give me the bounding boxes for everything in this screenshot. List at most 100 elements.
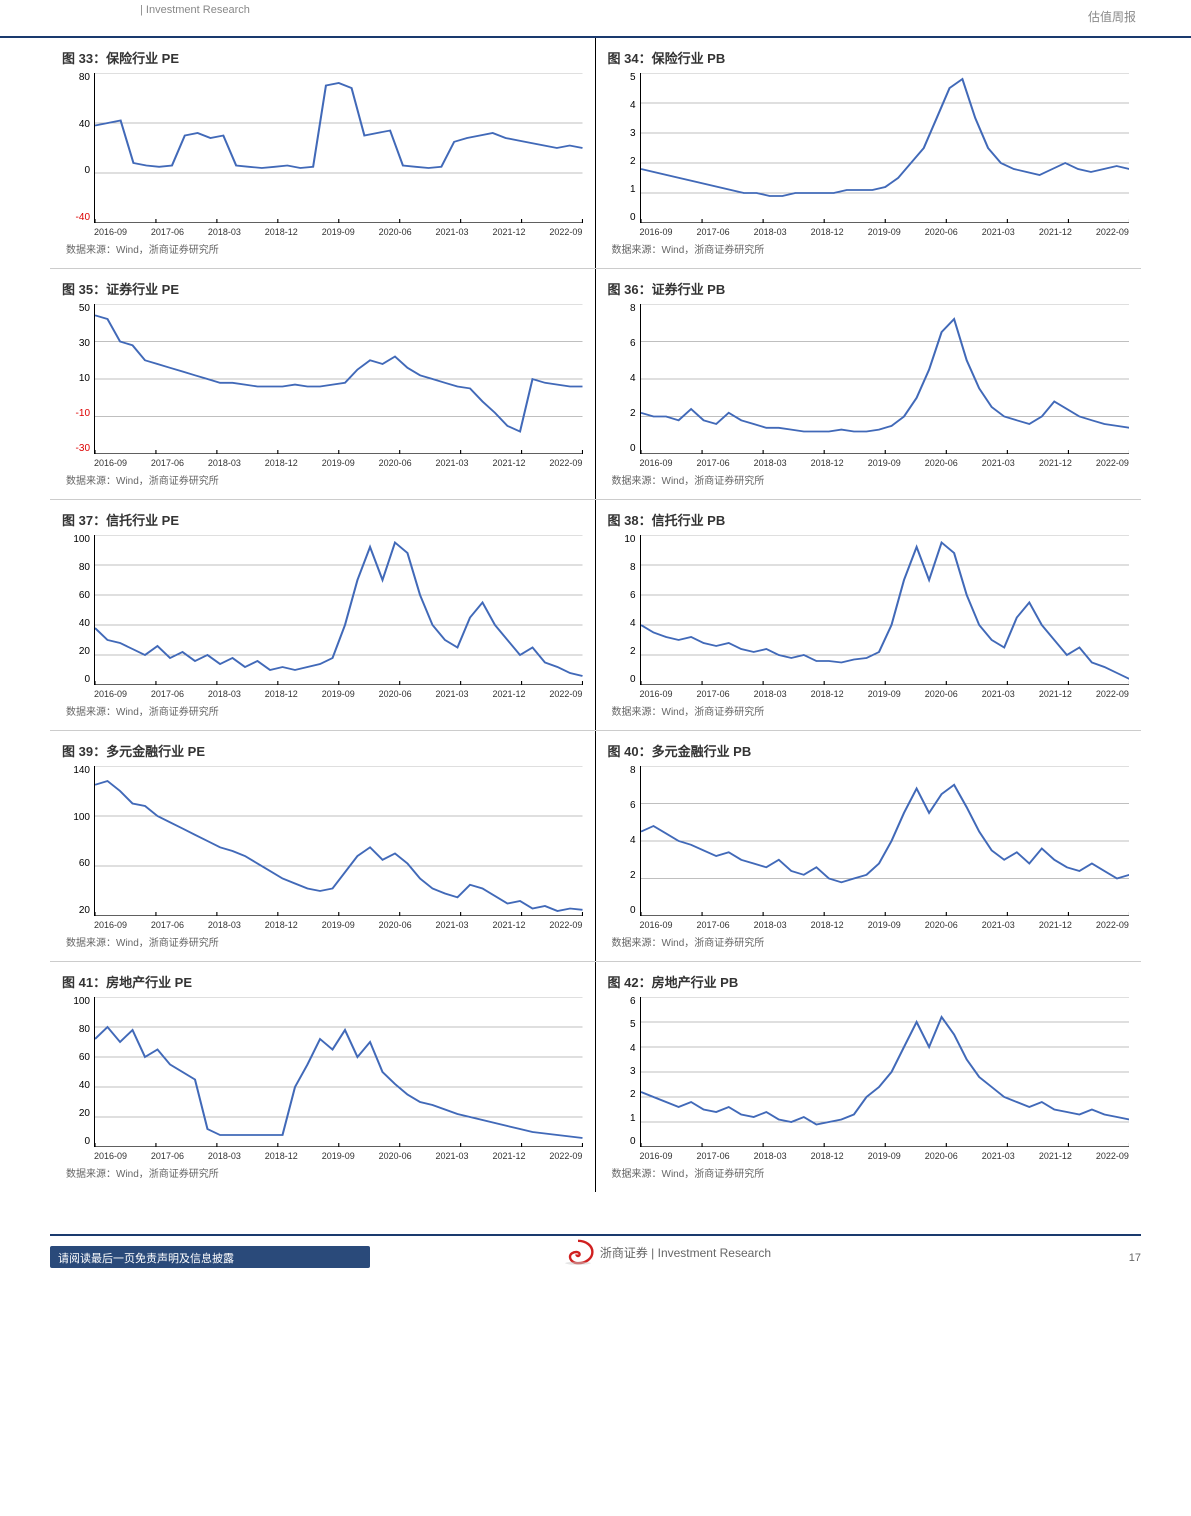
chart-title: 图 41：房地产行业 PE	[62, 972, 583, 991]
header-right-text: 估值周报	[1088, 8, 1136, 25]
y-tick: 3	[630, 1067, 636, 1077]
y-tick: 2	[630, 409, 636, 419]
x-tick: 2021-03	[436, 1151, 469, 1161]
x-tick: 2019-09	[322, 920, 355, 930]
x-tick: 2016-09	[94, 689, 127, 699]
y-tick: 100	[73, 813, 90, 823]
chart-title: 图 42：房地产行业 PB	[608, 972, 1130, 991]
y-tick: 6	[630, 801, 636, 811]
x-tick: 2020-06	[379, 227, 412, 237]
x-axis: 2016-092017-062018-032018-122019-092020-…	[62, 685, 583, 699]
data-line	[641, 319, 1130, 432]
y-axis: 80400-40	[62, 73, 94, 223]
y-tick: 80	[79, 1025, 90, 1035]
x-tick: 2021-12	[1039, 1151, 1072, 1161]
x-tick: 2021-03	[436, 458, 469, 468]
y-tick: 0	[630, 906, 636, 916]
x-axis: 2016-092017-062018-032018-122019-092020-…	[62, 916, 583, 930]
x-tick: 2018-03	[208, 227, 241, 237]
logo-swirl-icon	[562, 1238, 594, 1266]
chart-svg	[641, 535, 1130, 685]
x-tick: 2019-09	[868, 458, 901, 468]
y-tick: 1	[630, 1114, 636, 1124]
chart-title: 图 35：证券行业 PE	[62, 279, 583, 298]
chart-cell-r0r: 图 34：保险行业 PB5432102016-092017-062018-032…	[596, 38, 1142, 268]
chart-wrap: 86420	[608, 766, 1130, 916]
y-tick: 20	[79, 906, 90, 916]
footer-rule	[50, 1234, 1141, 1236]
x-tick: 2018-03	[208, 458, 241, 468]
x-axis: 2016-092017-062018-032018-122019-092020-…	[608, 685, 1130, 699]
chart-svg	[641, 997, 1130, 1147]
x-tick: 2018-12	[265, 689, 298, 699]
x-tick: 2021-03	[436, 689, 469, 699]
chart-plot	[94, 766, 583, 916]
y-tick: 0	[630, 675, 636, 685]
y-tick: 30	[79, 339, 90, 349]
y-tick: 80	[79, 73, 90, 83]
x-tick: 2022-09	[549, 458, 582, 468]
chart-plot	[94, 535, 583, 685]
page-header: | Investment Research 估值周报	[0, 0, 1191, 38]
x-tick: 2018-12	[811, 1151, 844, 1161]
x-tick: 2018-03	[754, 689, 787, 699]
x-tick: 2017-06	[697, 458, 730, 468]
x-tick: 2018-12	[265, 1151, 298, 1161]
y-tick: 10	[624, 535, 635, 545]
y-tick: 60	[79, 1053, 90, 1063]
y-tick: 8	[630, 304, 636, 314]
x-tick: 2022-09	[549, 1151, 582, 1161]
x-tick: 2021-03	[982, 689, 1015, 699]
chart-plot	[640, 304, 1130, 454]
y-tick: 2	[630, 647, 636, 657]
y-tick: 20	[79, 1109, 90, 1119]
y-tick: 100	[73, 997, 90, 1007]
y-tick: -30	[76, 444, 90, 454]
data-line	[641, 543, 1130, 680]
y-tick: 0	[630, 444, 636, 454]
y-tick: 40	[79, 120, 90, 130]
data-line	[95, 543, 583, 677]
chart-cell-r2r: 图 38：信托行业 PB10864202016-092017-062018-03…	[596, 500, 1142, 730]
y-tick: 10	[79, 374, 90, 384]
x-tick: 2019-09	[322, 227, 355, 237]
chart-plot	[94, 997, 583, 1147]
chart-cell-r0l: 图 33：保险行业 PE80400-402016-092017-062018-0…	[50, 38, 596, 268]
data-line	[95, 83, 583, 168]
y-tick: 0	[630, 213, 636, 223]
y-tick: 40	[79, 619, 90, 629]
x-tick: 2021-12	[492, 1151, 525, 1161]
y-axis: 1086420	[608, 535, 640, 685]
y-tick: 4	[630, 619, 636, 629]
y-axis: 503010-10-30	[62, 304, 94, 454]
y-tick: 2	[630, 1090, 636, 1100]
footer-logo: 浙商证券 | Investment Research	[562, 1238, 771, 1266]
y-tick: 5	[630, 73, 636, 83]
chart-cell-r2l: 图 37：信托行业 PE1008060402002016-092017-0620…	[50, 500, 596, 730]
x-tick: 2018-12	[811, 689, 844, 699]
data-line	[641, 785, 1130, 883]
x-tick: 2019-09	[868, 689, 901, 699]
y-tick: 8	[630, 766, 636, 776]
x-tick: 2018-03	[754, 227, 787, 237]
chart-wrap: 6543210	[608, 997, 1130, 1147]
data-line	[95, 315, 583, 431]
chart-title: 图 37：信托行业 PE	[62, 510, 583, 529]
y-tick: 0	[630, 1137, 636, 1147]
y-tick: -40	[76, 213, 90, 223]
x-tick: 2019-09	[322, 689, 355, 699]
x-axis: 2016-092017-062018-032018-122019-092020-…	[62, 1147, 583, 1161]
y-tick: 2	[630, 871, 636, 881]
x-tick: 2017-06	[151, 920, 184, 930]
y-tick: 50	[79, 304, 90, 314]
x-tick: 2018-03	[208, 920, 241, 930]
x-tick: 2018-12	[265, 458, 298, 468]
x-tick: 2021-12	[1039, 920, 1072, 930]
y-axis: 1401006020	[62, 766, 94, 916]
chart-grid: 图 33：保险行业 PE80400-402016-092017-062018-0…	[0, 38, 1191, 1192]
x-tick: 2020-06	[925, 458, 958, 468]
x-axis: 2016-092017-062018-032018-122019-092020-…	[608, 454, 1130, 468]
x-tick: 2021-03	[982, 227, 1015, 237]
x-tick: 2016-09	[94, 920, 127, 930]
header-left-text: | Investment Research	[140, 4, 250, 16]
